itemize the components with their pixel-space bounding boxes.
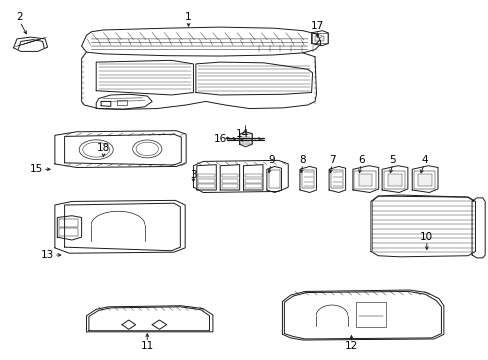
FancyBboxPatch shape xyxy=(221,179,238,183)
FancyBboxPatch shape xyxy=(244,179,261,183)
Text: 5: 5 xyxy=(388,156,395,165)
Text: 13: 13 xyxy=(41,250,54,260)
Text: 18: 18 xyxy=(97,143,110,153)
FancyBboxPatch shape xyxy=(221,174,238,177)
Text: 7: 7 xyxy=(328,156,335,165)
Text: 2: 2 xyxy=(17,13,23,22)
Text: 16: 16 xyxy=(213,134,226,144)
FancyBboxPatch shape xyxy=(354,171,375,189)
FancyBboxPatch shape xyxy=(417,174,431,186)
Text: 9: 9 xyxy=(267,156,274,165)
FancyBboxPatch shape xyxy=(198,179,214,183)
FancyBboxPatch shape xyxy=(383,171,404,189)
Ellipse shape xyxy=(79,140,113,159)
Ellipse shape xyxy=(136,142,158,156)
FancyBboxPatch shape xyxy=(117,100,126,105)
Text: 3: 3 xyxy=(190,170,196,180)
Text: 8: 8 xyxy=(299,156,305,165)
FancyBboxPatch shape xyxy=(330,170,343,188)
Circle shape xyxy=(317,35,321,38)
Text: 6: 6 xyxy=(357,156,364,165)
FancyBboxPatch shape xyxy=(198,184,214,188)
FancyBboxPatch shape xyxy=(358,174,372,186)
Ellipse shape xyxy=(132,140,162,158)
Text: 10: 10 xyxy=(419,232,432,242)
Text: 14: 14 xyxy=(235,129,248,139)
FancyBboxPatch shape xyxy=(268,170,279,188)
FancyBboxPatch shape xyxy=(311,33,327,43)
FancyBboxPatch shape xyxy=(59,219,78,227)
Text: 15: 15 xyxy=(30,164,43,174)
FancyBboxPatch shape xyxy=(413,171,434,189)
FancyBboxPatch shape xyxy=(59,228,78,236)
FancyBboxPatch shape xyxy=(240,134,251,144)
Text: 12: 12 xyxy=(344,341,357,351)
FancyBboxPatch shape xyxy=(221,184,238,188)
Text: 17: 17 xyxy=(310,21,324,31)
FancyBboxPatch shape xyxy=(244,184,261,188)
Ellipse shape xyxy=(82,142,109,157)
FancyBboxPatch shape xyxy=(387,174,401,186)
Text: 11: 11 xyxy=(141,341,154,351)
FancyBboxPatch shape xyxy=(314,36,323,41)
Text: 1: 1 xyxy=(185,13,191,22)
FancyBboxPatch shape xyxy=(244,174,261,177)
FancyBboxPatch shape xyxy=(301,170,313,188)
Text: 4: 4 xyxy=(420,156,427,165)
FancyBboxPatch shape xyxy=(356,302,385,327)
FancyBboxPatch shape xyxy=(198,174,214,177)
